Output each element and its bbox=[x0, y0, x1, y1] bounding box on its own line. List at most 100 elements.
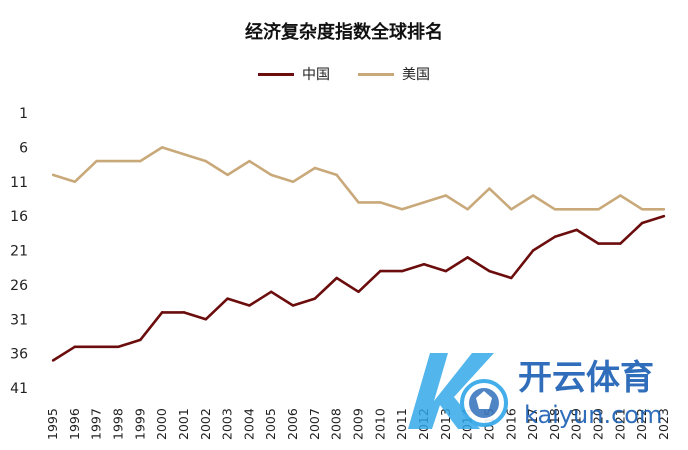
series-point-china bbox=[51, 359, 55, 362]
x-tick-label: 2005 bbox=[263, 408, 278, 440]
legend-label-usa: 美国 bbox=[402, 67, 430, 83]
y-tick-label: 26 bbox=[10, 278, 28, 294]
x-tick-label: 2020 bbox=[591, 408, 606, 440]
series-point-usa bbox=[182, 153, 186, 156]
y-tick-label: 41 bbox=[10, 381, 28, 397]
x-tick-label: 2009 bbox=[351, 408, 366, 440]
chart-title: 经济复杂度指数全球排名 bbox=[245, 22, 443, 43]
series-point-usa bbox=[117, 159, 120, 163]
x-tick-label: 2018 bbox=[547, 408, 562, 440]
x-tick-label: 2010 bbox=[372, 408, 387, 440]
watermark-brand-cn: 开云体育 bbox=[518, 358, 654, 398]
series-point-china bbox=[640, 221, 644, 225]
x-tick-label: 2021 bbox=[612, 408, 627, 440]
x-tick-label: 1999 bbox=[132, 408, 147, 440]
series-line-usa bbox=[52, 146, 664, 211]
x-tick-label: 1995 bbox=[45, 408, 60, 440]
x-tick-label: 2019 bbox=[569, 408, 584, 440]
x-tick-label: 2001 bbox=[176, 408, 191, 440]
series-point-usa bbox=[291, 180, 295, 183]
series-point-china bbox=[291, 304, 295, 307]
series-point-usa bbox=[597, 208, 600, 211]
series-point-china bbox=[400, 269, 404, 273]
series-point-usa bbox=[204, 159, 207, 163]
x-tick-label: 2004 bbox=[241, 408, 256, 440]
series-point-china bbox=[510, 276, 513, 280]
series-point-china bbox=[422, 263, 426, 266]
series-point-usa bbox=[226, 173, 229, 177]
series-point-china bbox=[619, 242, 622, 245]
series-point-usa bbox=[444, 194, 447, 197]
series-point-china bbox=[444, 269, 447, 273]
series-point-china bbox=[73, 345, 77, 348]
series-point-china bbox=[575, 228, 578, 232]
series-point-usa bbox=[422, 201, 426, 204]
series-point-china bbox=[597, 242, 600, 245]
series-point-usa bbox=[313, 166, 317, 170]
series-point-china bbox=[553, 235, 557, 238]
series-point-china bbox=[357, 290, 360, 293]
x-tick-label: 2006 bbox=[285, 408, 300, 440]
y-tick-label: 21 bbox=[10, 244, 28, 260]
series-point-china bbox=[95, 345, 98, 348]
watermark-emblem-icon bbox=[408, 353, 508, 429]
watermark-brand-en: kaiyun.com bbox=[524, 401, 662, 429]
series-point-usa bbox=[73, 180, 77, 183]
legend-swatch-china bbox=[258, 72, 294, 76]
series-point-china bbox=[466, 256, 469, 259]
series-point-china bbox=[488, 269, 491, 273]
series-point-usa bbox=[357, 201, 360, 204]
series-point-usa bbox=[510, 208, 513, 211]
y-tick-label: 36 bbox=[10, 347, 28, 363]
y-tick-label: 31 bbox=[10, 312, 28, 328]
legend-item-usa: 美国 bbox=[358, 64, 430, 84]
series-point-china bbox=[182, 311, 186, 314]
series-point-china bbox=[160, 311, 164, 314]
legend-swatch-usa bbox=[358, 72, 394, 76]
series-point-china bbox=[248, 304, 251, 307]
y-tick-label: 1 bbox=[19, 106, 28, 122]
x-tick-label: 2008 bbox=[329, 408, 344, 440]
series-point-china bbox=[313, 297, 317, 300]
x-tick-label: 2000 bbox=[154, 408, 169, 440]
series-point-usa bbox=[466, 208, 469, 211]
series-point-usa bbox=[51, 173, 55, 177]
x-tick-label: 1997 bbox=[89, 408, 104, 440]
series-point-usa bbox=[531, 194, 535, 197]
x-tick-label: 2017 bbox=[525, 408, 540, 440]
series-point-usa bbox=[619, 194, 622, 197]
chart-legend: 中国 美国 bbox=[0, 64, 688, 84]
x-tick-label: 1996 bbox=[67, 408, 82, 440]
x-tick-label: 2003 bbox=[220, 408, 235, 440]
series-point-usa bbox=[248, 159, 251, 163]
series-point-china bbox=[270, 290, 273, 293]
series-point-usa bbox=[270, 173, 273, 177]
series-point-china bbox=[379, 269, 382, 273]
series-point-china bbox=[335, 276, 338, 280]
x-tick-label: 1998 bbox=[110, 408, 125, 440]
series-point-usa bbox=[575, 208, 578, 211]
series-point-usa bbox=[139, 159, 142, 163]
series-point-usa bbox=[160, 146, 164, 149]
series-point-usa bbox=[400, 208, 404, 211]
series-point-usa bbox=[335, 173, 338, 177]
x-tick-label: 2023 bbox=[656, 408, 671, 440]
series-point-china bbox=[662, 214, 666, 218]
series-point-usa bbox=[379, 201, 382, 204]
legend-label-china: 中国 bbox=[302, 67, 330, 83]
series-point-china bbox=[117, 345, 120, 348]
watermark-logo: 开云体育 kaiyun.com bbox=[408, 353, 662, 429]
series-line-china bbox=[52, 214, 665, 362]
series-point-usa bbox=[640, 208, 644, 211]
x-tick-label: 2007 bbox=[307, 408, 322, 440]
series-point-china bbox=[226, 297, 229, 300]
series-point-china bbox=[204, 318, 207, 321]
series-point-usa bbox=[95, 159, 98, 163]
series-point-china bbox=[531, 249, 535, 252]
x-tick-label: 2016 bbox=[503, 408, 518, 440]
x-tick-label: 2011 bbox=[394, 408, 409, 440]
series-point-usa bbox=[488, 187, 491, 190]
legend-item-china: 中国 bbox=[258, 64, 330, 84]
y-tick-label: 6 bbox=[19, 140, 28, 156]
